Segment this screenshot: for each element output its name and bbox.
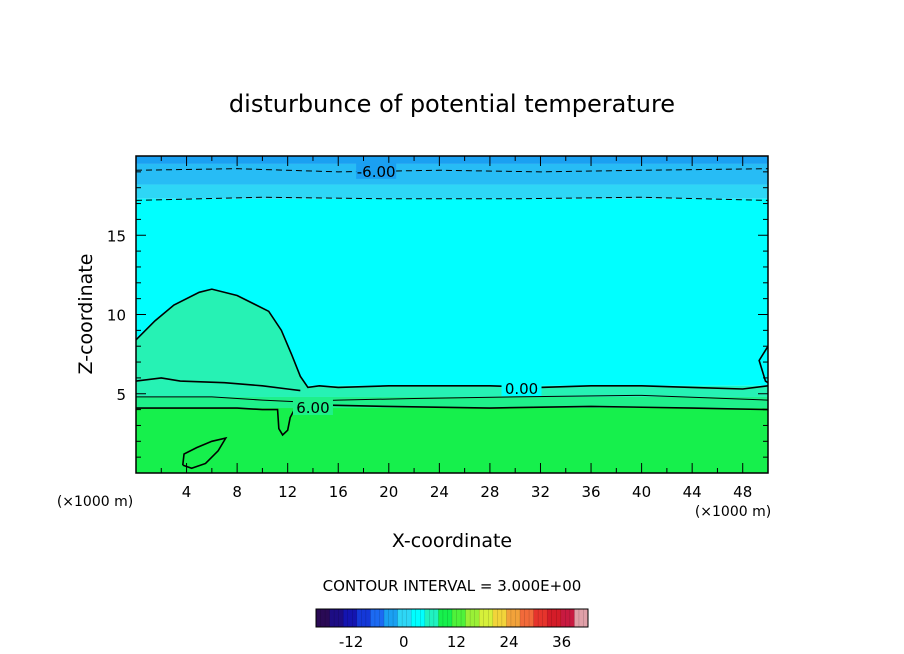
contour-interval-text: CONTOUR INTERVAL = 3.000E+00 — [323, 577, 582, 595]
contour-label-bg-2 — [292, 399, 333, 416]
fill-band-1 — [136, 163, 768, 185]
contour-label-bg-0 — [356, 162, 397, 179]
colorbar-cell-10 — [452, 609, 467, 627]
colorbar-cell-3 — [356, 609, 371, 627]
x-tick-label-4: 4 — [182, 483, 192, 501]
colorbar-cell-6 — [397, 609, 412, 627]
fill-band-6 — [136, 408, 768, 473]
x-tick-label-16: 16 — [329, 483, 348, 501]
x-tick-label-24: 24 — [430, 483, 449, 501]
chart-title: disturbunce of potential temperature — [229, 90, 675, 118]
x-tick-label-32: 32 — [531, 483, 550, 501]
colorbar-cell-1 — [329, 609, 344, 627]
contour-line-5 — [136, 394, 768, 403]
colorbar-cell-13 — [492, 609, 507, 627]
contour-label-bg-1 — [501, 379, 542, 396]
contour-line-7 — [181, 436, 228, 470]
fill-band-5 — [136, 396, 768, 409]
y-axis-label: Z-coordinate — [75, 254, 97, 375]
colorbar-tick-label-0: -12 — [339, 633, 364, 651]
colorbar-frame — [315, 608, 589, 628]
colorbar-cell-2 — [343, 609, 358, 627]
colorbar-cell-0 — [316, 609, 331, 627]
contour-label-1: 0.00 — [505, 380, 538, 398]
contour-line-6 — [136, 404, 768, 437]
x-tick-label-12: 12 — [278, 483, 297, 501]
colorbar-cell-12 — [479, 609, 494, 627]
y-tick-label-10: 10 — [107, 307, 126, 325]
plot-area — [136, 156, 768, 473]
colorbar-cell-14 — [506, 609, 521, 627]
zero-region-fill — [136, 289, 768, 397]
colorbar-tick-label-2: 12 — [447, 633, 466, 651]
colorbar-cell-7 — [411, 609, 426, 627]
x-unit-left: (×1000 m) — [57, 494, 133, 510]
colorbar-cell-15 — [520, 609, 535, 627]
colorbar — [315, 608, 589, 628]
fill-band-0 — [136, 156, 768, 164]
x-unit-right: (×1000 m) — [695, 504, 771, 520]
colorbar-cell-17 — [547, 609, 562, 627]
x-tick-label-44: 44 — [683, 483, 702, 501]
colorbar-tick-label-4: 36 — [552, 633, 571, 651]
x-tick-label-40: 40 — [632, 483, 651, 501]
contour-line-3 — [136, 377, 301, 392]
x-tick-label-48: 48 — [733, 483, 752, 501]
colorbar-tick-label-1: 0 — [399, 633, 409, 651]
contour-line-0 — [136, 168, 768, 173]
x-axis-label: X-coordinate — [392, 530, 512, 552]
colorbar-cell-5 — [384, 609, 399, 627]
y-tick-label-15: 15 — [107, 227, 126, 245]
contour-label-0: -6.00 — [357, 163, 396, 181]
y-tick-label-5: 5 — [116, 386, 126, 404]
colorbar-cell-8 — [424, 609, 439, 627]
colorbar-cell-9 — [438, 609, 453, 627]
colorbar-cell-4 — [370, 609, 385, 627]
contour-line-1 — [136, 196, 768, 201]
contour-label-2: 6.00 — [296, 399, 329, 417]
colorbar-cell-11 — [465, 609, 480, 627]
x-tick-label-36: 36 — [581, 483, 600, 501]
contour-line-2 — [136, 288, 768, 390]
x-tick-label-8: 8 — [232, 483, 242, 501]
x-tick-label-28: 28 — [480, 483, 499, 501]
x-tick-label-20: 20 — [379, 483, 398, 501]
colorbar-cell-16 — [533, 609, 548, 627]
colorbar-tick-label-3: 24 — [499, 633, 518, 651]
contour-line-4 — [758, 345, 768, 384]
colorbar-cell-19 — [574, 609, 589, 627]
fill-band-2 — [136, 184, 768, 199]
colorbar-cell-18 — [560, 609, 575, 627]
